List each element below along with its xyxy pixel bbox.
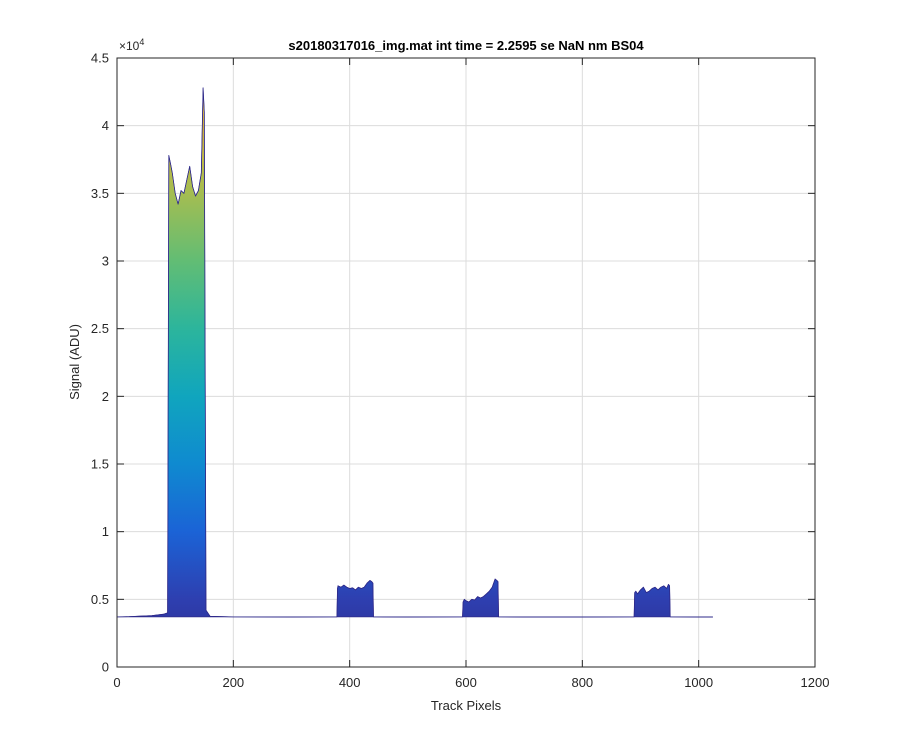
x-tick-label: 800 (571, 675, 593, 690)
y-tick-label: 1.5 (91, 457, 109, 472)
y-exponent-label: ×104 (119, 37, 144, 53)
x-tick-label: 400 (339, 675, 361, 690)
x-tick-label: 1000 (684, 675, 713, 690)
y-tick-label: 2 (102, 389, 109, 404)
y-tick-label: 4 (102, 118, 109, 133)
y-axis-label: Signal (ADU) (67, 324, 82, 400)
y-exponent-base: ×10 (119, 39, 140, 53)
signal-line (116, 87, 713, 618)
x-tick-label: 0 (113, 675, 120, 690)
signal-series (116, 87, 713, 618)
axis-ticks: 0 200 400 600 800 1000 1200 0 0.5 1 1.5 2 2.5 3 3.5 4 4.… (91, 51, 830, 691)
x-tick-label: 600 (455, 675, 477, 690)
x-tick-label: 1200 (801, 675, 830, 690)
y-exponent-power: 4 (139, 37, 144, 47)
y-tick-label: 1 (102, 524, 109, 539)
y-tick-label: 0 (102, 660, 109, 675)
y-tick-label: 2.5 (91, 321, 109, 336)
y-tick-label: 0.5 (91, 592, 109, 607)
y-tick-label: 3 (102, 254, 109, 269)
x-axis-label: Track Pixels (431, 698, 502, 713)
y-tick-label: 3.5 (91, 186, 109, 201)
x-tick-label: 200 (222, 675, 244, 690)
y-tick-label: 4.5 (91, 51, 109, 66)
grid-lines (117, 58, 815, 667)
chart-title: s20180317016_img.mat int time = 2.2595 s… (288, 38, 644, 53)
